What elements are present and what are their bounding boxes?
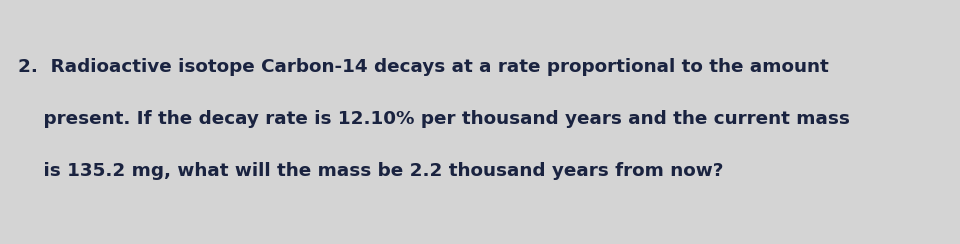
Text: present. If the decay rate is 12.10% per thousand years and the current mass: present. If the decay rate is 12.10% per…	[18, 110, 850, 128]
Text: is 135.2 mg, what will the mass be 2.2 thousand years from now?: is 135.2 mg, what will the mass be 2.2 t…	[18, 162, 724, 180]
Text: 2.  Radioactive isotope Carbon-14 decays at a rate proportional to the amount: 2. Radioactive isotope Carbon-14 decays …	[18, 58, 828, 76]
